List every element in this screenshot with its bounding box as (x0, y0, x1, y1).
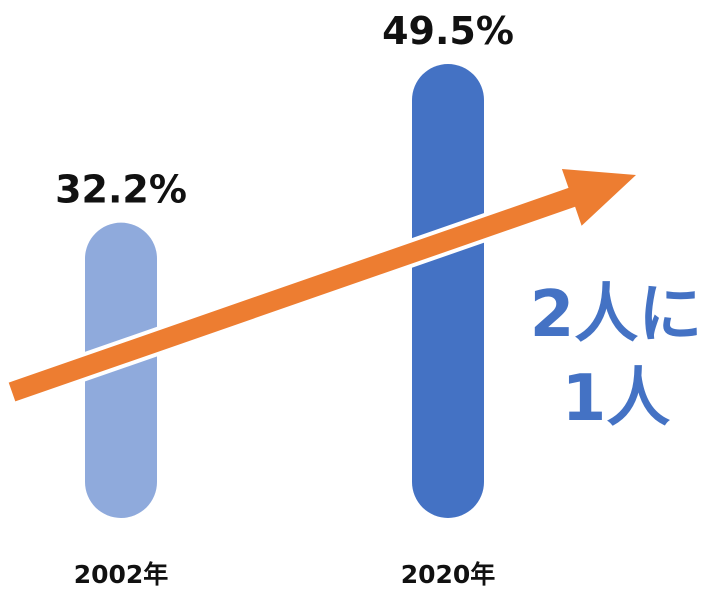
bar-0 (85, 222, 157, 518)
annotation-line-0: 2人に (530, 278, 703, 352)
x-tick-labels-group: 2002年 2020年 (74, 560, 496, 589)
bar-value-label-0: 32.2% (55, 168, 187, 212)
annotation-text: 2人に 1人 (530, 278, 703, 436)
x-tick-label-0: 2002年 (74, 560, 169, 589)
x-tick-label-1: 2020年 (401, 560, 496, 589)
bars-group (85, 64, 484, 518)
value-labels-group: 32.2% 49.5% (55, 9, 514, 212)
bar-1 (412, 64, 484, 518)
annotation-line-1: 1人 (562, 362, 671, 436)
trend-arrow (7, 166, 636, 406)
trend-arrow-shape (8, 169, 636, 402)
bar-value-label-1: 49.5% (382, 9, 514, 53)
